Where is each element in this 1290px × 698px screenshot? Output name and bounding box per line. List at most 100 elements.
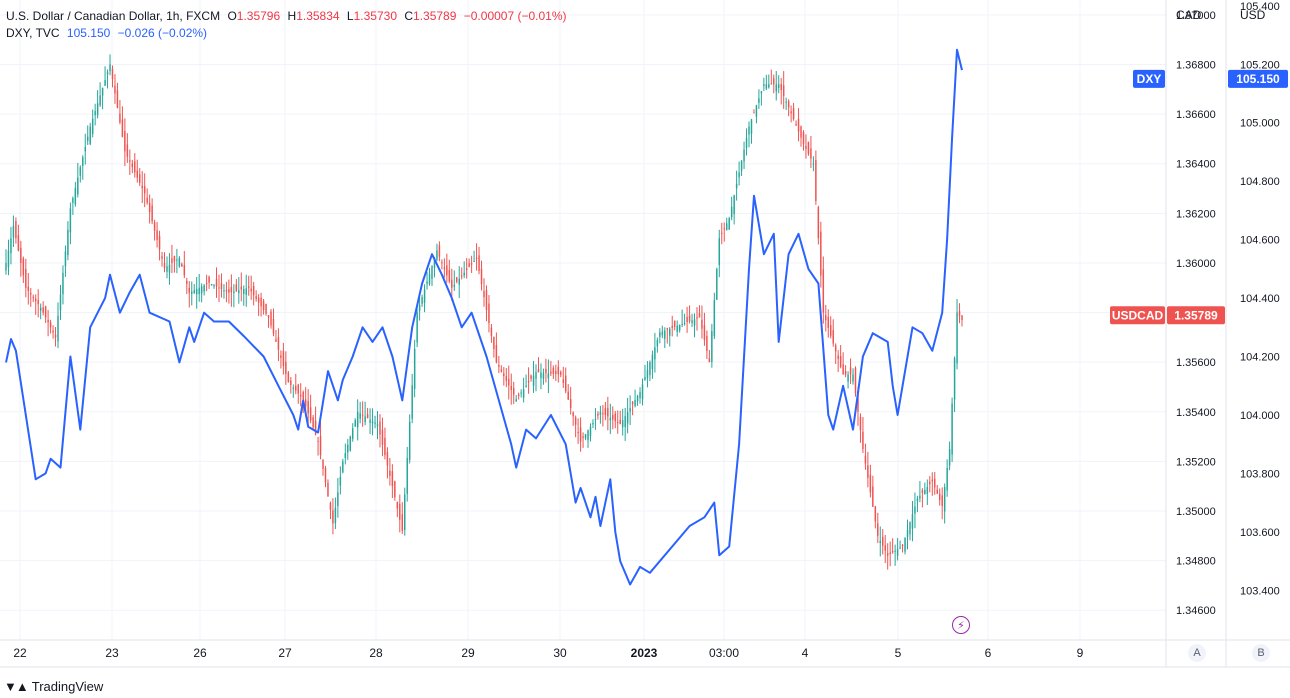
candle-body [104,80,106,86]
candle-body [755,105,758,117]
candle-body [899,547,901,549]
candle-body [116,90,119,108]
candle-body [619,419,621,425]
usdcad-legend[interactable]: U.S. Dollar / Canadian Dollar, 1h, FXCM … [6,8,567,24]
usd-tick-label: 103.800 [1240,468,1280,480]
candle-body [203,285,205,292]
candle-body [463,272,465,276]
candle-body [49,322,52,328]
candle-body [569,399,572,409]
candle-body [616,421,619,423]
candle-body [25,269,27,288]
candle-body [270,311,272,326]
x-tick-label: 6 [985,646,992,660]
candle-body [844,371,847,375]
cad-tick-label: 1.35400 [1176,407,1216,419]
candle-body [854,367,857,394]
candle-body [369,419,371,423]
candle-body [696,317,698,319]
candle-body [20,247,22,263]
candle-body [309,407,312,421]
candle-body [111,68,114,79]
dxy-value: 105.150 [66,26,111,40]
candle-body [711,331,713,362]
candle-body [812,163,815,165]
candle-body [537,368,540,373]
candle-body [564,375,567,392]
candle-body [718,238,721,266]
candle-body [322,459,324,469]
candle-body [272,318,275,334]
low-value: 1.35730 [353,9,397,23]
tradingview-footer[interactable]: ▼▲ TradingView [4,679,103,694]
candle-body [324,467,327,483]
close-value: 1.35789 [413,9,457,23]
left-axis-auto-button[interactable]: A [1188,644,1206,662]
candle-body [495,344,498,363]
candle-body [218,287,220,289]
candle-body [924,489,926,495]
lightning-icon[interactable]: ⚡ [952,616,970,634]
candle-body [282,351,285,366]
candle-body [195,288,198,295]
candle-body [624,416,626,428]
candle-body [671,325,673,328]
candle-body [889,552,891,555]
candle-body [938,493,941,500]
candle-body [515,399,517,402]
usd-tick-label: 104.400 [1240,293,1280,305]
candle-body [797,119,800,132]
candle-body [810,148,812,159]
candle-body [520,392,522,394]
candle-body [143,186,146,194]
candle-body [483,291,485,298]
candle-body [84,146,86,152]
candle-body [560,371,562,375]
candle-body [525,385,527,388]
x-tick-label: 28 [369,646,383,660]
open-value: 1.35796 [236,9,281,23]
x-tick-label: 4 [802,646,809,660]
candle-body [7,250,10,268]
candle-body [381,429,384,445]
right-axis-auto-button[interactable]: B [1252,644,1270,662]
candle-body [458,278,460,285]
candle-body [114,85,116,94]
candle-body [782,85,785,96]
candle-body [562,379,564,383]
candle-body [634,400,636,407]
candle-body [168,264,171,273]
candle-body [314,420,317,435]
candle-body [877,523,879,536]
dxy-legend[interactable]: DXY, TVC 105.150 −0.026 (−0.02%) [6,25,207,41]
candle-body [701,319,703,329]
candle-body [342,461,344,473]
candle-body [421,297,423,304]
candle-body [347,444,349,453]
candle-body [765,84,768,89]
candle-body [666,328,669,330]
candle-body [683,323,686,325]
candle-body [136,170,139,178]
candle-body [629,408,631,412]
candle-body [698,313,701,318]
candle-body [262,300,265,311]
usdcad-legend-title: U.S. Dollar / Canadian Dollar, 1h, FXCM [6,9,221,23]
candle-body [815,160,817,201]
candle-body [161,256,163,259]
dxy-change: −0.026 (−0.02%) [117,26,208,40]
candle-body [404,494,406,530]
candle-body [547,373,550,379]
time-axis[interactable]: 22 23 26 27 28 29 30 2023 03:00 4 5 6 9 [13,646,1083,660]
candle-body [200,286,203,294]
candle-body [584,434,587,439]
candle-body [77,177,79,195]
candle-body [825,315,827,321]
candle-body [953,358,956,400]
dxy-line-series [5,48,963,586]
usd-price-axis[interactable]: 105.400 105.200 105.000 104.800 104.600 104.4… [1240,1,1280,597]
candle-body [86,136,89,141]
candle-body [27,286,30,292]
candle-body [485,289,488,311]
